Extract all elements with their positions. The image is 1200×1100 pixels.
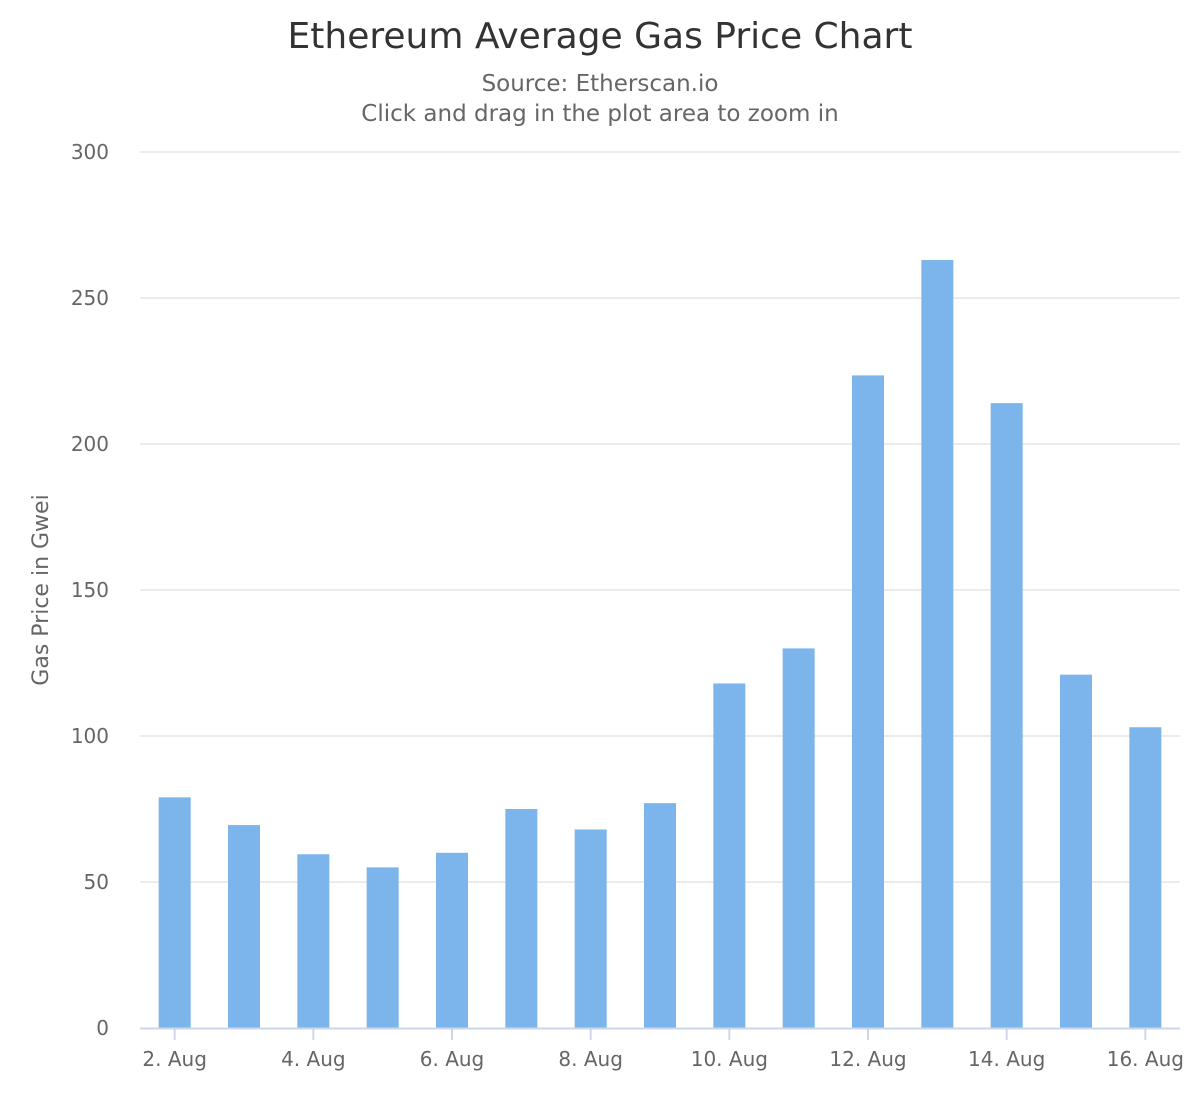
y-tick-label: 150 [71,578,109,602]
bar[interactable] [921,260,954,1028]
bar[interactable] [158,797,191,1028]
y-tick-label: 250 [71,286,109,310]
chart-subtitle-source: Source: Etherscan.io [482,71,719,97]
y-tick-label: 0 [96,1016,109,1040]
bar[interactable] [852,375,884,1028]
bar[interactable] [990,403,1023,1028]
bar[interactable] [1060,674,1092,1028]
chart-subtitle-zoom-hint: Click and drag in the plot area to zoom … [361,101,838,127]
x-tick-label: 12. Aug [829,1047,906,1071]
bar[interactable] [228,825,260,1028]
y-axis-ticks: 0 50 100 150 200 250 300 [71,140,109,1040]
bar[interactable] [644,803,676,1028]
y-tick-label: 50 [84,870,109,894]
bar[interactable] [1129,727,1162,1028]
gridlines [140,151,1180,883]
bar[interactable] [297,854,330,1028]
bar[interactable] [505,809,538,1028]
x-tick-label: 10. Aug [691,1047,768,1071]
x-axis: 2. Aug 4. Aug 6. Aug 8. Aug 10. Aug 12. Aug 14… [140,1027,1184,1071]
chart-title: Ethereum Average Gas Price Chart [288,16,913,57]
bar[interactable] [574,829,607,1028]
x-tick-label: 8. Aug [558,1047,623,1071]
y-tick-label: 200 [71,432,109,456]
y-tick-label: 300 [71,140,109,164]
x-tick-label: 6. Aug [420,1047,485,1071]
bar[interactable] [366,867,399,1028]
bar-series [158,260,1162,1028]
x-tick-label: 2. Aug [142,1047,207,1071]
y-axis-title: Gas Price in Gwei [29,494,54,685]
x-tick-label: 4. Aug [281,1047,346,1071]
x-tick-label: 14. Aug [968,1047,1045,1071]
bar[interactable] [782,648,815,1028]
x-tick-label: 16. Aug [1107,1047,1184,1071]
bar[interactable] [436,852,468,1028]
bar[interactable] [713,683,746,1028]
y-tick-label: 100 [71,724,109,748]
